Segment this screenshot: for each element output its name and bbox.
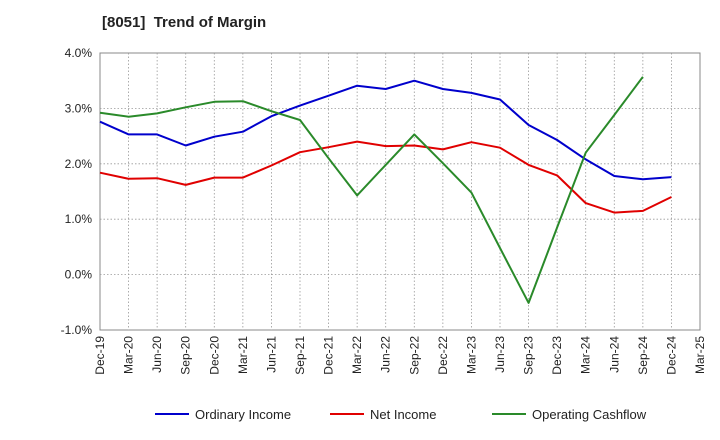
x-tick-label: Dec-19 — [93, 336, 107, 375]
legend-label: Net Income — [370, 407, 436, 422]
series-line-operating-cashflow — [99, 76, 644, 304]
y-tick-label: 4.0% — [65, 46, 93, 60]
x-tick-label: Sep-20 — [179, 336, 193, 375]
x-tick-label: Mar-20 — [122, 336, 136, 374]
x-tick-label: Sep-24 — [636, 336, 650, 375]
legend: Ordinary Income Net Income Operating Cashf… — [155, 407, 647, 422]
chart-title: [8051] Trend of Margin — [102, 14, 267, 31]
y-tick-label: 2.0% — [65, 157, 93, 171]
x-tick-label: Jun-22 — [379, 336, 393, 373]
x-tick-label: Mar-21 — [236, 336, 250, 374]
series-lines — [99, 76, 672, 304]
x-tick-label: Dec-20 — [207, 336, 221, 375]
x-tick-label: Mar-25 — [693, 336, 707, 374]
y-tick-label: -1.0% — [61, 323, 93, 337]
x-tick-label: Jun-20 — [150, 336, 164, 373]
x-axis-ticks: Dec-19 Mar-20 Jun-20 Sep-20 Dec-20 Mar-21 Jun-… — [93, 336, 707, 375]
x-tick-label: Dec-21 — [322, 336, 336, 375]
y-tick-label: 0.0% — [65, 268, 93, 282]
plot-area — [99, 52, 701, 331]
x-tick-label: Jun-23 — [493, 336, 507, 373]
x-tick-label: Mar-23 — [464, 336, 478, 374]
legend-label: Operating Cashflow — [532, 407, 647, 422]
series-line-ordinary-income — [99, 79, 672, 181]
x-tick-label: Dec-24 — [664, 336, 678, 375]
legend-label: Ordinary Income — [195, 407, 291, 422]
x-tick-label: Sep-21 — [293, 336, 307, 375]
x-tick-label: Dec-22 — [436, 336, 450, 375]
series-line-net-income — [99, 140, 672, 214]
x-tick-label: Jun-21 — [264, 336, 278, 373]
y-axis-ticks: -1.0% 0.0% 1.0% 2.0% 3.0% 4.0% — [61, 46, 93, 337]
x-tick-label: Jun-24 — [607, 336, 621, 373]
x-tick-label: Mar-22 — [350, 336, 364, 374]
x-tick-label: Mar-24 — [579, 336, 593, 374]
y-tick-label: 1.0% — [65, 212, 93, 226]
x-tick-label: Sep-23 — [522, 336, 536, 375]
y-tick-label: 3.0% — [65, 101, 93, 115]
x-tick-label: Dec-23 — [550, 336, 564, 375]
plot-frame — [99, 52, 701, 331]
x-tick-label: Sep-22 — [407, 336, 421, 375]
